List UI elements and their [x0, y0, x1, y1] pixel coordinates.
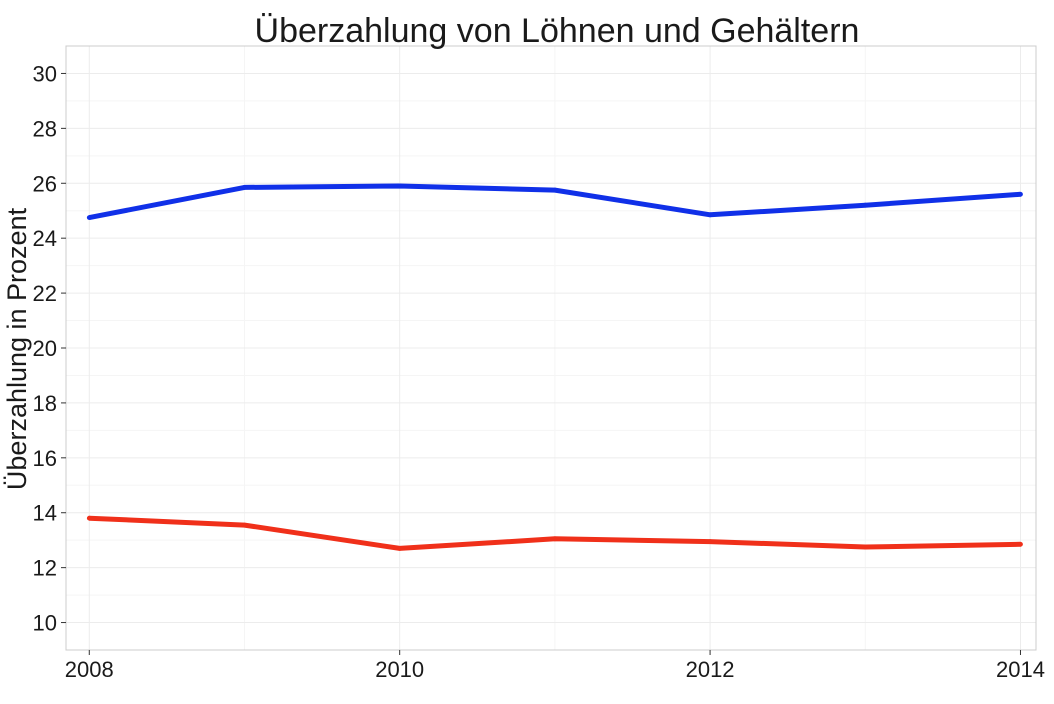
series-1-point	[86, 215, 92, 221]
series-2-point	[707, 539, 713, 544]
x-tick-label: 2008	[65, 657, 114, 682]
series-1-point	[1018, 191, 1023, 197]
y-tick-label: 22	[33, 281, 57, 306]
series-layer	[86, 183, 1023, 551]
y-tick-label: 20	[33, 336, 57, 361]
x-tick-label: 2012	[686, 657, 735, 682]
y-tick-label: 12	[33, 556, 57, 581]
y-tick-label: 18	[33, 391, 57, 416]
series-1-point	[862, 202, 868, 208]
series-2-point	[862, 544, 868, 550]
y-tick-label: 28	[33, 116, 57, 141]
series-2-point	[86, 515, 92, 521]
series-2-point	[552, 536, 558, 542]
series-1-point	[242, 185, 247, 190]
y-tick-label: 16	[33, 446, 57, 471]
series-2-point	[242, 522, 247, 528]
grid-layer	[66, 46, 1036, 650]
series-2-point	[1018, 541, 1023, 547]
series-2-point	[397, 546, 403, 551]
series-1-point	[552, 187, 558, 193]
y-tick-label: 14	[33, 501, 57, 526]
series-1-point	[397, 183, 403, 189]
x-axis: 2008 2010 2012 2014	[65, 650, 1045, 682]
x-tick-label: 2014	[996, 657, 1045, 682]
y-tick-label: 10	[33, 611, 57, 636]
x-tick-label: 2010	[375, 657, 424, 682]
y-axis-title: Überzahlung in Prozent	[2, 207, 32, 490]
y-axis: 10 12 14 16 18 20 22 24 26 28 30	[33, 61, 66, 636]
y-tick-label: 26	[33, 171, 57, 196]
y-tick-label: 24	[33, 226, 57, 251]
chart-title: Überzahlung von Löhnen und Gehältern	[255, 12, 860, 50]
y-tick-label: 30	[33, 61, 57, 86]
series-1-point	[707, 212, 713, 218]
